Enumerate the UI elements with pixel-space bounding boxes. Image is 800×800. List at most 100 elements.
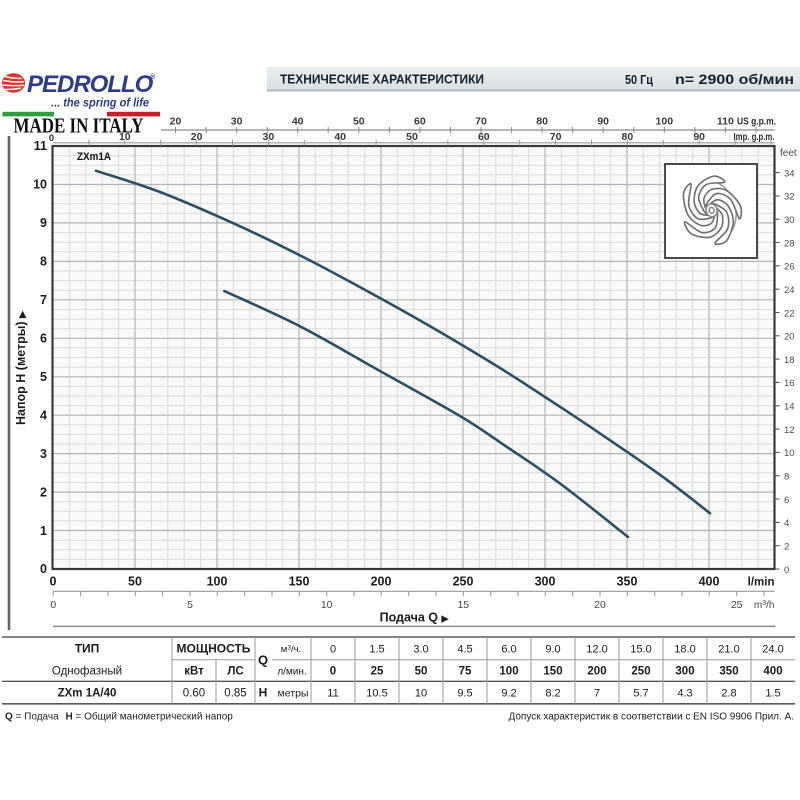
svg-text:метры: метры (278, 688, 309, 700)
svg-text:16: 16 (784, 378, 795, 389)
svg-text:18.0: 18.0 (674, 644, 695, 656)
svg-text:10: 10 (415, 688, 427, 700)
svg-text:21.0: 21.0 (718, 644, 739, 656)
svg-text:150: 150 (543, 666, 562, 678)
svg-text:60: 60 (478, 131, 490, 143)
svg-text:20: 20 (170, 116, 182, 128)
svg-text:150: 150 (289, 575, 310, 589)
svg-text:30: 30 (231, 116, 243, 128)
svg-text:Подача Q ▶: Подача Q ▶ (380, 611, 450, 625)
svg-text:15.0: 15.0 (630, 644, 651, 656)
svg-text:Напор H (метры) ▶: Напор H (метры) ▶ (14, 310, 28, 425)
svg-text:4.3: 4.3 (677, 688, 692, 700)
svg-text:n= 2900 об/мин: n= 2900 об/мин (675, 72, 794, 87)
svg-text:0: 0 (330, 666, 336, 678)
svg-text:400: 400 (699, 575, 720, 589)
svg-text:50: 50 (128, 575, 142, 589)
svg-text:8: 8 (784, 472, 789, 483)
svg-text:ТИП: ТИП (75, 642, 100, 656)
svg-text:75: 75 (459, 666, 472, 678)
svg-text:9: 9 (40, 216, 47, 230)
svg-text:24: 24 (784, 285, 795, 296)
svg-text:0: 0 (50, 599, 56, 611)
svg-text:8: 8 (40, 255, 47, 269)
svg-text:40: 40 (334, 131, 346, 143)
svg-text:10.5: 10.5 (366, 688, 387, 700)
svg-text:24.0: 24.0 (762, 644, 783, 656)
svg-text:US g.p.m.: US g.p.m. (737, 116, 776, 128)
svg-text:4.5: 4.5 (457, 644, 472, 656)
svg-text:11: 11 (34, 139, 47, 153)
svg-text:34: 34 (784, 168, 795, 179)
svg-text:70: 70 (550, 131, 562, 143)
svg-text:0: 0 (784, 565, 789, 576)
svg-text:90: 90 (693, 131, 705, 143)
svg-text:80: 80 (536, 116, 548, 128)
svg-text:50: 50 (406, 131, 418, 143)
svg-text:28: 28 (784, 238, 795, 249)
svg-text:22: 22 (784, 308, 795, 319)
svg-text:25: 25 (731, 599, 743, 611)
svg-text:10: 10 (784, 448, 795, 459)
svg-text:м3/ч.: м3/ч. (281, 644, 301, 655)
svg-text:300: 300 (535, 575, 556, 589)
svg-text:9.0: 9.0 (545, 644, 560, 656)
svg-text:0.85: 0.85 (224, 688, 246, 700)
svg-text:100: 100 (207, 575, 228, 589)
svg-text:Q: Q (258, 653, 268, 668)
svg-text:5.7: 5.7 (633, 688, 648, 700)
svg-text:11: 11 (327, 688, 338, 700)
svg-text:feet: feet (780, 148, 797, 159)
svg-text:ЛС: ЛС (227, 666, 243, 678)
svg-text:0: 0 (49, 133, 54, 144)
svg-text:32: 32 (784, 192, 795, 203)
svg-text:PEDROLLO: PEDROLLO (27, 71, 154, 98)
svg-text:300: 300 (675, 666, 694, 678)
svg-text:... the spring of life: ... the spring of life (51, 96, 149, 110)
svg-text:6: 6 (40, 332, 47, 346)
svg-text:30: 30 (263, 131, 275, 143)
svg-text:200: 200 (371, 575, 392, 589)
svg-text:6.0: 6.0 (501, 644, 516, 656)
svg-text:MADE IN ITALY: MADE IN ITALY (14, 113, 144, 137)
svg-text:250: 250 (453, 575, 474, 589)
svg-text:7: 7 (594, 688, 600, 700)
svg-text:15: 15 (457, 599, 469, 611)
svg-text:Допуск характеристик в соответ: Допуск характеристик в соответствии с EN… (508, 712, 794, 723)
svg-text:400: 400 (763, 666, 782, 678)
svg-text:50 Гц: 50 Гц (625, 72, 653, 87)
svg-text:л/мин.: л/мин. (277, 667, 306, 678)
svg-text:80: 80 (622, 131, 634, 143)
svg-text:1: 1 (40, 524, 47, 538)
svg-text:26: 26 (784, 262, 795, 273)
svg-text:0: 0 (50, 575, 57, 589)
svg-text:0: 0 (40, 562, 47, 576)
svg-text:200: 200 (587, 666, 606, 678)
svg-text:4: 4 (784, 518, 789, 529)
svg-text:7: 7 (40, 293, 47, 307)
svg-text:18: 18 (784, 355, 795, 366)
svg-text:12: 12 (784, 425, 795, 436)
svg-text:90: 90 (597, 116, 609, 128)
svg-text:20: 20 (784, 332, 795, 343)
svg-text:6: 6 (784, 495, 789, 506)
svg-text:50: 50 (415, 666, 428, 678)
svg-text:20: 20 (594, 599, 606, 611)
svg-text:5: 5 (40, 370, 47, 384)
svg-text:2: 2 (784, 542, 789, 553)
svg-text:3: 3 (40, 447, 47, 461)
svg-text:12.0: 12.0 (586, 644, 607, 656)
svg-text:Однофазный: Однофазный (52, 666, 122, 678)
svg-text:ZXm1A: ZXm1A (77, 151, 111, 163)
svg-text:110: 110 (717, 116, 734, 128)
svg-text:10: 10 (33, 178, 47, 192)
svg-text:Imp. g.p.m.: Imp. g.p.m. (734, 131, 775, 143)
svg-text:5: 5 (187, 599, 193, 611)
svg-text:ZXm 1A/40: ZXm 1A/40 (58, 688, 117, 700)
svg-text:100: 100 (656, 116, 674, 128)
svg-text:50: 50 (353, 116, 365, 128)
svg-text:10: 10 (119, 131, 131, 143)
svg-text:20: 20 (191, 131, 203, 143)
svg-text:9.2: 9.2 (501, 688, 516, 700)
svg-text:3.0: 3.0 (413, 644, 428, 656)
